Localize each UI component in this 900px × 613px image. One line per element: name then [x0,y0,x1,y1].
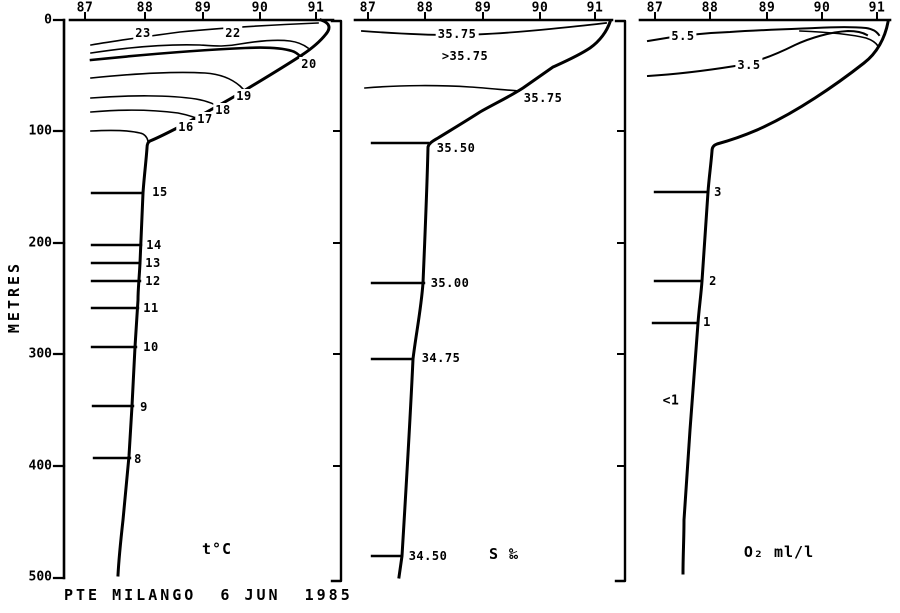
sal-station-label-91: 91 [586,0,604,16]
oxy-station-label-88: 88 [701,0,719,16]
panel-title-salinity: S ‰ [488,545,520,563]
temp-station-ticks [84,12,317,21]
temp-contour-label-23: 23 [133,26,153,40]
temp-contour-label-17: 17 [195,112,215,126]
oxy-contour-35-line [646,30,869,78]
temp-contour-16-line [90,129,149,142]
sal-station-ticks [367,12,596,21]
sal-station-label-87: 87 [359,0,377,16]
bracket-axis-2-ticks [617,130,626,467]
temp-contour-label-12: 12 [145,274,161,288]
sal-contour-3575-top-line [361,21,608,36]
oxy-contour-bundle-line [799,30,880,48]
oxy-station-label-89: 89 [758,0,776,16]
temp-contour-label-15: 15 [152,185,168,199]
depth-tick-label-200: 200 [28,235,52,251]
sal-boundary-line [397,20,612,579]
oxy-station-label-87: 87 [646,0,664,16]
y-axis-label: METRES [5,260,23,334]
bracket-axis-2 [614,19,627,583]
figure-caption: PTE MILANGO 6 JUN 1985 [64,586,353,604]
oxy-deep-contour-stubs [651,190,710,325]
temp-contour-label-13: 13 [145,256,161,270]
sal-contour-label-3475: 34.75 [421,351,461,365]
oxy-contour-label-55: 5.5 [669,29,697,43]
oxy-contour-label-3: 3 [714,185,722,199]
depth-tick-label-300: 300 [28,346,52,362]
temp-station-label-91: 91 [307,0,325,16]
temp-contour-20-line [89,46,303,62]
sal-contour-label-3500: 35.00 [430,276,470,290]
sal-region-label-gt3575: >35.75 [441,49,489,63]
depth-tick-label-0: 0 [44,12,52,28]
temp-contour-label-18: 18 [213,103,233,117]
oxy-station-label-90: 90 [813,0,831,16]
sal-deep-contour-stubs [370,141,430,558]
oxy-contour-55-line [646,26,881,43]
sal-contour-label-3575-mid: 35.75 [521,91,565,105]
depth-tick-label-100: 100 [28,123,52,139]
temp-contour-label-11: 11 [143,301,159,315]
depth-axis-ticks [52,18,66,580]
temp-contour-label-16: 16 [176,120,196,134]
sal-contour-3575-mid-line [364,84,520,92]
depth-tick-label-500: 500 [28,569,52,585]
temp-station-label-89: 89 [194,0,212,16]
temp-contour-label-8: 8 [134,452,142,466]
temp-station-label-88: 88 [136,0,154,16]
sal-contour-label-3450: 34.50 [408,549,448,563]
bracket-axis-1 [330,19,343,583]
bracket-axis-1-ticks [333,130,342,467]
temp-contour-label-22: 22 [223,26,243,40]
sal-contour-label-3550: 35.50 [436,141,476,155]
temp-contour-label-10: 10 [143,340,159,354]
oxy-contour-label-1: 1 [703,315,711,329]
oxy-station-ticks [654,12,878,21]
temp-station-label-90: 90 [251,0,269,16]
oxy-boundary-line [681,20,890,575]
temp-deep-contour-stubs [90,191,145,460]
oxy-contour-label-2: 2 [709,274,717,288]
temp-station-label-87: 87 [76,0,94,16]
temp-contour-22-line [90,39,310,54]
temp-contour-label-20: 20 [299,57,319,71]
panel-title-temperature: t°C [201,540,233,558]
temp-contour-label-9: 9 [140,400,148,414]
panel-title-oxygen: O₂ ml/l [743,543,815,561]
sal-station-label-89: 89 [474,0,492,16]
sal-contour-label-3575-top: 35.75 [435,27,479,41]
oxy-region-label-lt1: <1 [662,393,680,409]
temp-contour-19-line [90,71,247,93]
sal-station-label-88: 88 [416,0,434,16]
oxy-contour-label-35: 3.5 [735,58,763,72]
oxy-station-label-91: 91 [868,0,886,16]
temp-contour-18-line [90,95,226,112]
temp-contour-label-14: 14 [146,238,162,252]
depth-tick-label-400: 400 [28,458,52,474]
temp-contour-label-19: 19 [234,89,254,103]
sal-station-label-90: 90 [531,0,549,16]
temp-contour-23-line [90,22,319,46]
